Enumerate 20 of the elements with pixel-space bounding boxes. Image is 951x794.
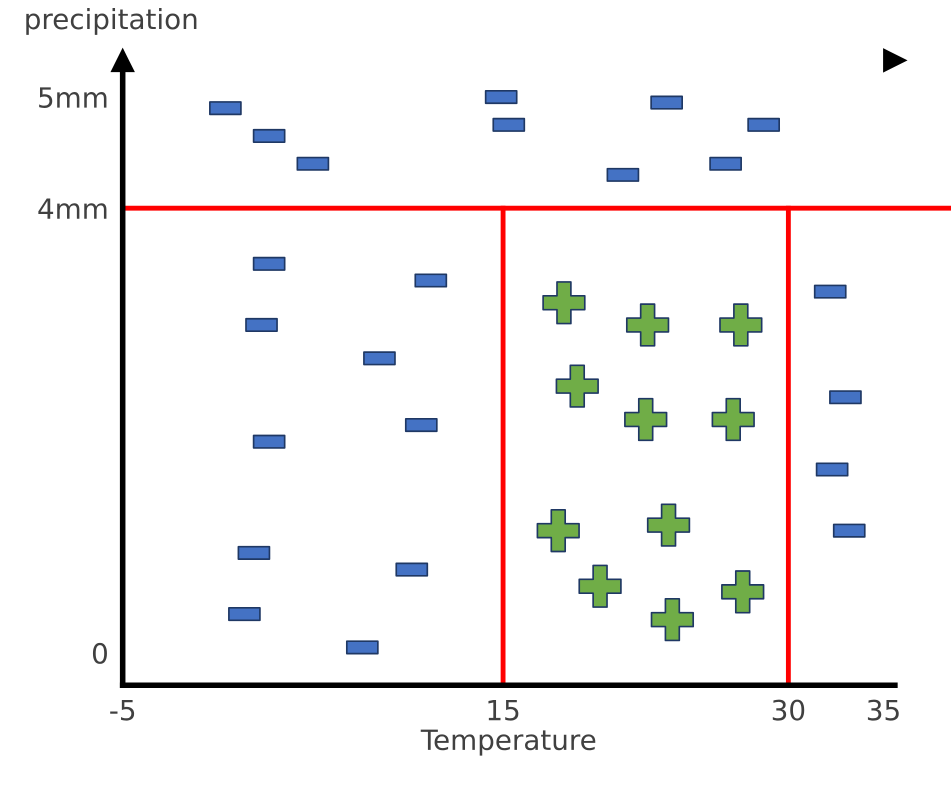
point [542, 281, 586, 324]
y-tick-label: 4mm [38, 198, 106, 219]
x-tick-label: 15 [488, 700, 518, 721]
point [719, 303, 762, 347]
point [536, 509, 580, 552]
point [721, 570, 764, 614]
point [624, 398, 668, 442]
y-tick-label: 5mm [39, 87, 106, 108]
point [578, 564, 622, 608]
point [556, 364, 599, 408]
point [626, 303, 670, 347]
y-axis-title: precipitation [26, 8, 196, 35]
point [646, 503, 690, 547]
x-tick-label: 35 [868, 700, 899, 721]
point [712, 398, 755, 442]
x-tick-label: 30 [772, 700, 804, 721]
x-axis-title: Temperature [420, 730, 596, 756]
x-tick-label: -5 [110, 700, 134, 721]
point [650, 598, 694, 642]
y-tick-label: 0 [92, 642, 107, 664]
